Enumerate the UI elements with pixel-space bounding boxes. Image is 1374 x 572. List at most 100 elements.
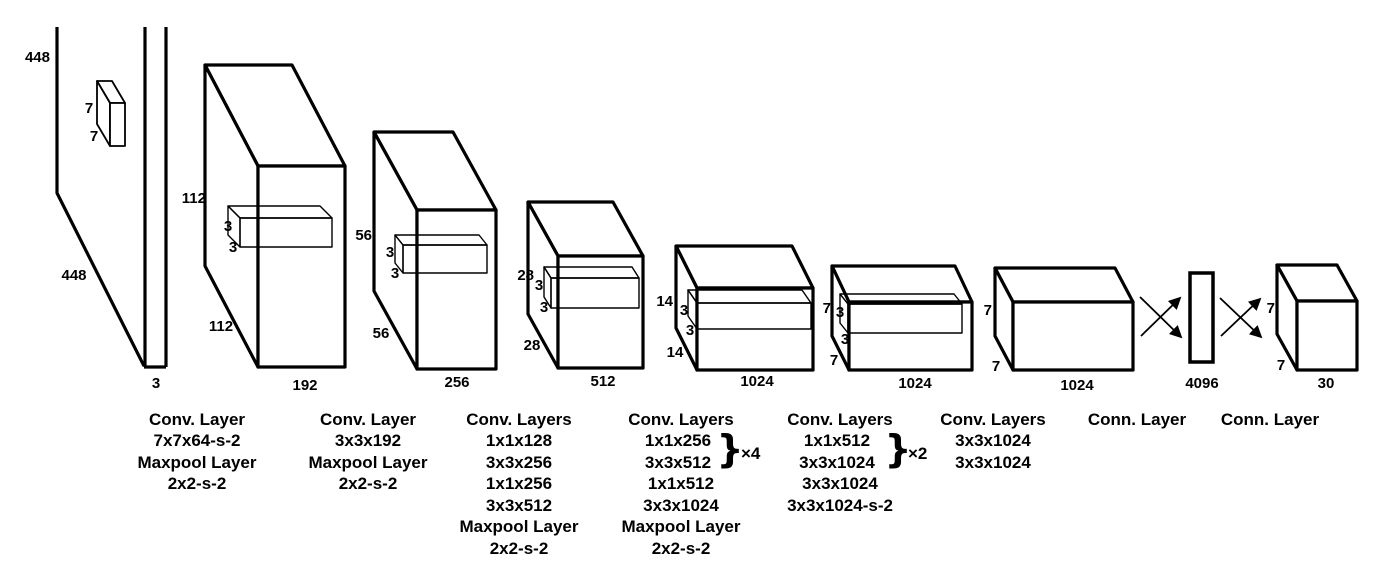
tensor-width-label: 1024 <box>740 373 774 390</box>
caption-line: 3x3x1024 <box>799 453 875 472</box>
caption-conv-stage-5: Conv. Layers 1x1x512 3x3x1024 3x3x1024 3… <box>787 410 927 515</box>
fc-arrow-up <box>1140 296 1182 337</box>
input-image-plane: 448 448 3 7 7 <box>25 27 168 392</box>
box-front-face <box>256 164 347 369</box>
tensor-width-label: 256 <box>444 374 469 391</box>
tensor-width-label: 1024 <box>898 375 932 392</box>
tensor-depth-label: 112 <box>209 318 233 335</box>
caption-line: Conv. Layer <box>320 410 416 429</box>
fc-arrow-up <box>1220 297 1262 337</box>
caption-line: 3x3x512 <box>486 496 552 515</box>
input-depth-slab <box>143 27 168 369</box>
repeat-count-label: ×4 <box>741 444 761 463</box>
tensor-height-label: 112 <box>182 190 206 207</box>
caption-conn-layer-2: Conn. Layer <box>1221 410 1320 429</box>
kernel-window <box>227 205 333 248</box>
kernel-height-label: 3 <box>386 244 394 261</box>
caption-line: 3x3x512 <box>645 453 711 472</box>
kernel-front-face <box>696 302 812 330</box>
box-front-face <box>1011 300 1135 372</box>
caption-line: 3x3x1024 <box>955 453 1031 472</box>
kernel-front-face <box>402 244 488 274</box>
caption-line: 7x7x64-s-2 <box>154 431 241 450</box>
tensor-width-label: 192 <box>292 377 317 394</box>
output-width-label: 30 <box>1318 375 1335 392</box>
tensor-height-label: 7 <box>984 302 992 319</box>
kernel-width-label: 3 <box>841 331 849 348</box>
tensor-height-label: 28 <box>517 267 534 284</box>
caption-line: 3x3x256 <box>486 453 552 472</box>
caption-line: 2x2-s-2 <box>339 474 398 493</box>
caption-line: Conv. Layers <box>628 410 734 429</box>
caption-line: Conv. Layers <box>466 410 572 429</box>
caption-line: 1x1x256 <box>645 431 711 450</box>
caption-line: Maxpool Layer <box>459 517 578 536</box>
kernel-window <box>394 234 488 274</box>
tensor-depth-label: 7 <box>992 358 1000 375</box>
caption-line: 3x3x1024 <box>643 496 719 515</box>
tensor-height-label: 14 <box>656 293 673 310</box>
kernel-front-face <box>239 217 333 248</box>
tensor-depth-label: 7 <box>830 352 838 369</box>
fc-connection-arrows-1 <box>1139 296 1183 339</box>
caption-line: 3x3x192 <box>335 431 401 450</box>
kernel-height-label: 3 <box>680 302 688 319</box>
caption-line: 2x2-s-2 <box>652 539 711 558</box>
repeat-brace: } <box>884 427 911 471</box>
caption-line: Maxpool Layer <box>137 453 256 472</box>
conv-stage-1-tensor: 3 3 112 112 192 <box>182 63 347 394</box>
fc-vector-rect <box>1188 271 1215 364</box>
tensor-width-label: 1024 <box>1060 377 1094 394</box>
kernel-height-label: 3 <box>535 277 543 294</box>
box-top-face <box>674 244 815 290</box>
kernel-window <box>839 293 963 334</box>
input-kernel-width-label: 7 <box>90 128 98 145</box>
caption-line: 2x2-s-2 <box>168 474 227 493</box>
caption-line: 1x1x512 <box>648 474 714 493</box>
fc-vector-4096: 4096 <box>1185 271 1219 392</box>
caption-line: Maxpool Layer <box>621 517 740 536</box>
tensor-width-label: 512 <box>590 373 615 390</box>
fc-size-label: 4096 <box>1185 375 1218 392</box>
input-width-label: 448 <box>61 267 86 284</box>
caption-line: Maxpool Layer <box>308 453 427 472</box>
tensor-depth-label: 56 <box>373 325 390 342</box>
kernel-width-label: 3 <box>686 322 694 339</box>
caption-line: Conv. Layer <box>149 410 245 429</box>
box-top-face <box>830 264 974 304</box>
kernel-front-face <box>847 303 963 334</box>
caption-line: 1x1x512 <box>804 431 870 450</box>
caption-conv-stage-3: Conv. Layers 1x1x128 3x3x256 1x1x256 3x3… <box>459 410 578 558</box>
kernel-window <box>543 266 640 309</box>
caption-conv-stage-4: Conv. Layers 1x1x256 3x3x512 1x1x512 3x3… <box>621 410 760 558</box>
caption-conv-stage-1: Conv. Layer 7x7x64-s-2 Maxpool Layer 2x2… <box>137 410 256 493</box>
caption-line: Conn. Layer <box>1221 410 1320 429</box>
box-front-face <box>556 254 645 370</box>
caption-line: 3x3x1024-s-2 <box>787 496 893 515</box>
conv-stage-4-tensor: 3 3 14 14 1024 <box>656 244 815 390</box>
caption-conv-stage-2: Conv. Layer 3x3x192 Maxpool Layer 2x2-s-… <box>308 410 427 493</box>
tensor-depth-label: 28 <box>524 337 541 354</box>
kernel-cube-front-face <box>109 102 126 147</box>
box-top-face <box>993 266 1135 304</box>
box-front-face <box>415 208 498 371</box>
caption-line: 3x3x1024 <box>955 431 1031 450</box>
kernel-height-label: 3 <box>224 218 232 235</box>
caption-conn-layer-1: Conn. Layer <box>1088 410 1187 429</box>
caption-line: Conv. Layers <box>940 410 1046 429</box>
conv-stage-2-tensor: 3 3 56 56 256 <box>355 130 498 391</box>
tensor-height-label: 7 <box>823 300 831 317</box>
conv-stage-3-tensor: 3 3 28 28 512 <box>517 200 645 390</box>
output-height-label: 7 <box>1267 300 1275 317</box>
kernel-width-label: 3 <box>229 239 237 256</box>
caption-line: Conv. Layers <box>787 410 893 429</box>
caption-conv-stage-6: Conv. Layers 3x3x1024 3x3x1024 <box>940 410 1046 472</box>
input-kernel-cube: 7 7 <box>85 80 126 147</box>
box-front-face <box>847 300 974 372</box>
fc-connection-arrows-2 <box>1219 297 1263 339</box>
tensor-depth-label: 14 <box>667 344 684 361</box>
kernel-width-label: 3 <box>540 299 548 316</box>
caption-line: Conn. Layer <box>1088 410 1187 429</box>
